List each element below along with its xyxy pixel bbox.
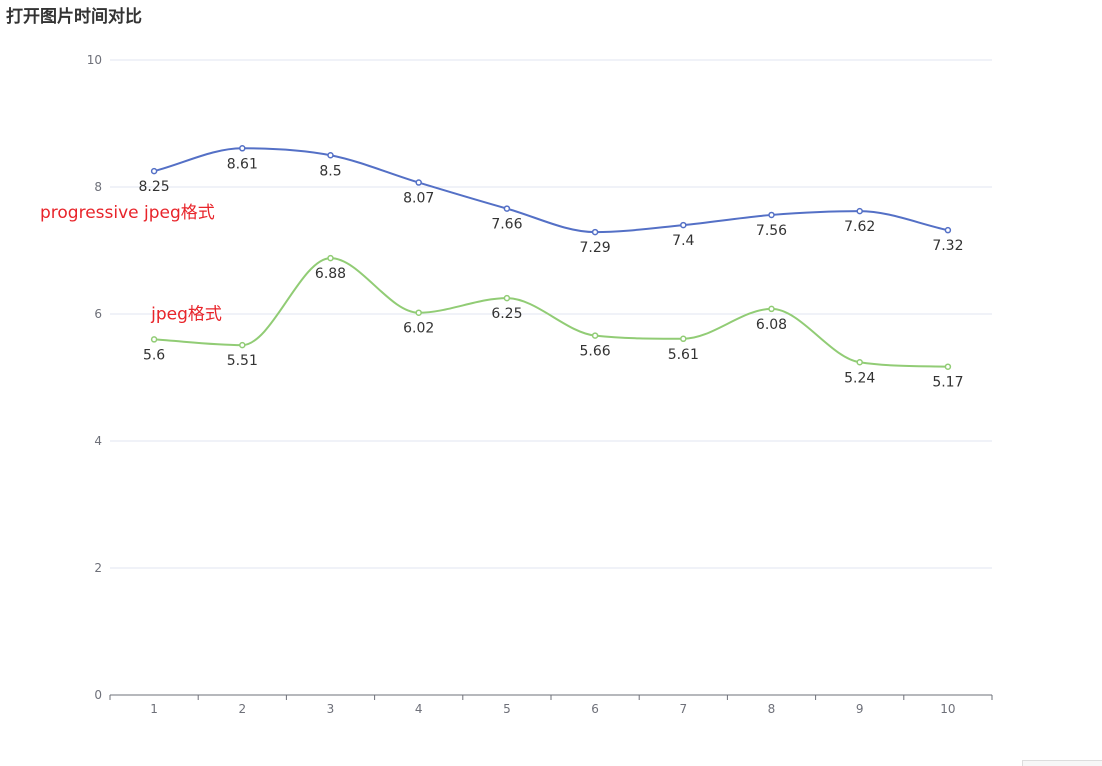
data-point xyxy=(415,309,422,316)
data-label: 5.51 xyxy=(227,353,258,369)
data-label: 6.08 xyxy=(756,317,787,333)
data-point xyxy=(944,226,952,234)
x-tick-label: 10 xyxy=(940,702,955,716)
x-tick-label: 3 xyxy=(327,702,335,716)
annotations: progressive jpeg格式 jpeg格式 xyxy=(40,203,222,324)
data-label: 7.4 xyxy=(672,233,694,249)
x-tick-label: 4 xyxy=(415,702,423,716)
data-point xyxy=(503,205,511,212)
annotation-label: progressive jpeg格式 xyxy=(40,203,215,223)
data-label: 6.88 xyxy=(315,266,346,282)
y-tick-label: 2 xyxy=(94,561,102,575)
data-point xyxy=(680,335,687,343)
series-line xyxy=(153,147,949,234)
data-label: 5.61 xyxy=(668,347,699,363)
y-tick-label: 4 xyxy=(94,434,102,448)
data-point xyxy=(150,336,158,343)
grid-lines xyxy=(110,59,992,569)
y-tick-label: 10 xyxy=(87,53,102,67)
data-label: 7.56 xyxy=(756,223,787,239)
data-label: 5.6 xyxy=(143,347,165,363)
data-point xyxy=(591,228,599,236)
x-tick-label: 2 xyxy=(238,702,246,716)
data-point xyxy=(239,145,246,152)
x-tick-label: 6 xyxy=(591,702,599,716)
data-point xyxy=(856,359,863,366)
data-point xyxy=(768,305,775,313)
data-label: 5.66 xyxy=(580,344,611,360)
x-tick-label: 1 xyxy=(150,702,158,716)
data-point xyxy=(239,341,246,349)
y-tick-label: 0 xyxy=(94,688,102,702)
data-point xyxy=(591,332,599,339)
data-point xyxy=(680,221,687,229)
data-point xyxy=(327,254,334,262)
data-label: 7.32 xyxy=(932,238,963,254)
data-label: 8.61 xyxy=(227,156,258,172)
y-tick-label: 8 xyxy=(94,180,102,194)
data-label: 7.62 xyxy=(844,219,875,235)
data-label: 8.07 xyxy=(403,191,434,207)
x-tick-label: 9 xyxy=(856,702,864,716)
data-labels: 8.25 8.61 8.5 8.07 7.66 7.29 7.4 7.56 7.62 7.32 5.… xyxy=(139,156,964,390)
annotation-label: jpeg格式 xyxy=(150,304,222,324)
data-label: 7.29 xyxy=(580,240,611,256)
series-lines xyxy=(150,145,952,370)
x-tick-label: 7 xyxy=(679,702,687,716)
data-point xyxy=(150,167,158,175)
series-line xyxy=(154,257,948,368)
y-tick-label: 6 xyxy=(94,307,102,321)
x-tick-label: 8 xyxy=(768,702,776,716)
data-label: 8.5 xyxy=(319,163,341,179)
data-point xyxy=(856,207,863,215)
data-label: 5.24 xyxy=(844,370,875,386)
data-label: 6.02 xyxy=(403,321,434,337)
data-label: 5.17 xyxy=(932,375,963,391)
data-point xyxy=(768,211,775,219)
data-label: 8.25 xyxy=(139,179,170,195)
data-label: 7.66 xyxy=(491,217,522,233)
data-label: 6.25 xyxy=(491,306,522,322)
data-point xyxy=(415,179,422,186)
scroll-corner xyxy=(1022,760,1102,766)
data-point xyxy=(327,152,334,159)
x-tick-label: 5 xyxy=(503,702,511,716)
chart-title: 打开图片时间对比 xyxy=(6,7,142,27)
data-point xyxy=(944,363,952,370)
data-point xyxy=(503,294,511,302)
